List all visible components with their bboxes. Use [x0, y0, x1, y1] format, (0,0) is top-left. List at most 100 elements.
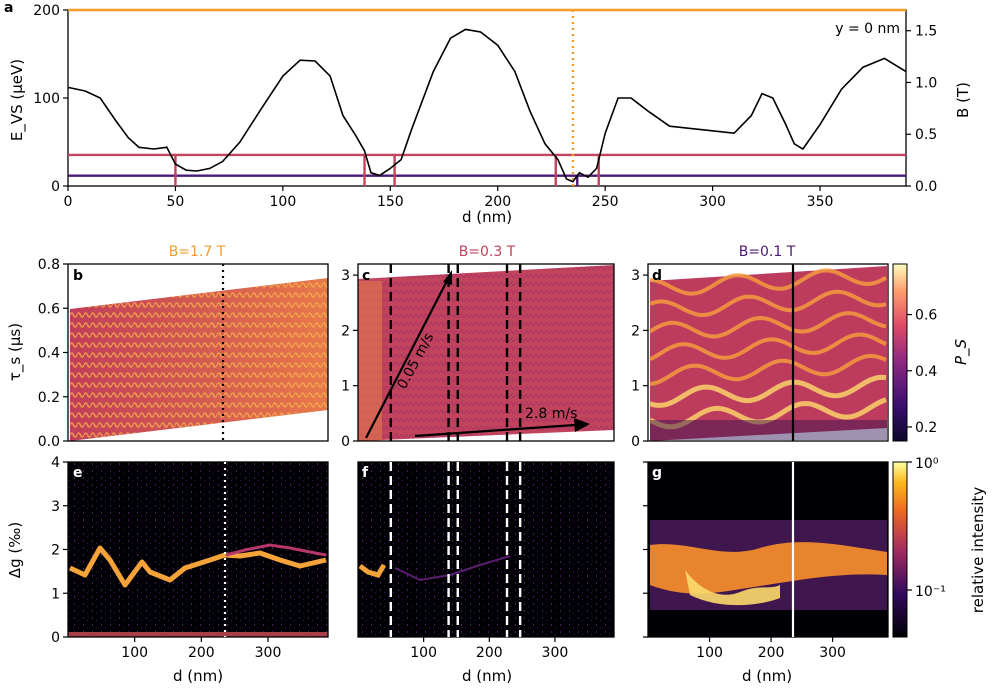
y-tick-label: 0 — [631, 434, 640, 450]
panel-c-arrow-slow — [365, 274, 451, 439]
y-tick-label: 0 — [51, 179, 60, 195]
panel-f-markers — [389, 462, 522, 637]
colorbar-tick-label: 10⁰ — [915, 456, 939, 472]
colorbar-ri-bar — [892, 461, 908, 638]
panel-b-y-ticks: 0.0 0.2 0.4 0.6 0.8 — [38, 257, 68, 450]
panel-e-xlabel: d (nm) — [173, 667, 223, 685]
panel-c-left-stripes — [358, 281, 382, 441]
panel-e-y-ticks: 0 1 2 3 4 — [51, 455, 68, 646]
colorbar-tick-label: 0.6 — [915, 308, 937, 324]
panel-d-title: B=0.1 T — [739, 244, 796, 260]
panel-label-b: b — [73, 268, 83, 284]
oscillation-band — [649, 332, 887, 362]
panel-label-f: f — [362, 465, 369, 481]
dark-band — [650, 420, 887, 440]
panel-e-ylabel: Δg (‰) — [6, 522, 24, 578]
x-tick-label: 150 — [377, 194, 404, 210]
x-tick-label: 100 — [696, 645, 723, 661]
panel-a-ylabel-right: B (T) — [954, 82, 972, 118]
oscillation-band — [649, 353, 887, 386]
panel-c-frame — [357, 263, 615, 442]
panel-a-ylabel: E_VS (µeV) — [8, 59, 27, 141]
x-tick-label: 200 — [484, 194, 511, 210]
x-tick-label: 200 — [188, 645, 215, 661]
panel-c-arrow-fast-head — [574, 418, 590, 432]
colorbar-tick-label: 10⁻¹ — [915, 584, 946, 600]
y-tick-label: 3 — [51, 499, 60, 515]
x-tick-label: 300 — [699, 194, 726, 210]
panel-e-x-ticks: 100 200 300 — [121, 637, 281, 661]
y-tick-label: 0.4 — [38, 346, 60, 362]
panel-c-y-ticks: 0 1 2 3 — [341, 268, 358, 450]
right-tick-label: 1.0 — [915, 75, 937, 91]
y-tick-label: 4 — [51, 455, 60, 471]
panel-b-ylabel: τ_s (µs) — [6, 323, 25, 381]
panel-f: f 100 200 300 d (nm) — [357, 461, 615, 685]
oscillation-band — [649, 374, 887, 408]
panel-c-arrow-fast — [414, 423, 576, 438]
panel-e-baseline — [68, 632, 328, 637]
colorbar-ps-label: P_S — [952, 338, 971, 365]
oscillation-band — [648, 397, 887, 430]
panel-a-y-ticks: 0 100 200 — [33, 3, 68, 195]
panel-label-e: e — [73, 465, 83, 481]
x-tick-label: 300 — [542, 645, 569, 661]
panel-c-markers — [389, 264, 522, 441]
panel-d-heatmap — [650, 266, 887, 441]
y-tick-label: 3 — [631, 268, 640, 284]
oscillation-band — [648, 311, 887, 339]
panel-b: B=1.7 T b 0.0 0.2 0.4 0.6 0.8 τ_s (µs) — [6, 244, 329, 450]
x-tick-label: 300 — [255, 645, 282, 661]
panel-e: e 0 1 2 3 4 100 200 300 d (nm) Δg (‰) — [6, 455, 329, 685]
panel-a-x-ticks: 0 50 100 150 200 250 300 350 — [64, 186, 834, 210]
panel-d-y-ticks: 0 1 2 3 — [631, 268, 648, 450]
panel-a-right-ticks: 0.0 0.5 1.0 1.5 — [906, 24, 937, 195]
x-tick-label: 350 — [807, 194, 834, 210]
panel-g: g 100 200 300 d (nm) — [643, 461, 889, 685]
y-tick-label: 2 — [341, 323, 350, 339]
panel-d-bands — [648, 268, 887, 440]
x-tick-label: 100 — [121, 645, 148, 661]
panel-c-texture — [358, 265, 614, 441]
colorbar-ri-label: relative intensity — [969, 487, 987, 614]
y-tick-label: 1 — [341, 379, 350, 395]
panel-a-xlabel: d (nm) — [462, 208, 512, 226]
panel-a-energy-curve — [67, 28, 907, 183]
panel-label-g: g — [652, 465, 662, 481]
colorbar-ps-bar — [892, 263, 908, 442]
panel-g-band — [650, 542, 887, 594]
y-tick-label: 0.6 — [38, 301, 60, 317]
y-tick-label: 0.0 — [38, 434, 60, 450]
y-tick-label: 2 — [631, 323, 640, 339]
panel-b-fringes — [70, 278, 328, 441]
colorbar-ps-ticks: 0.2 0.4 0.6 — [907, 308, 937, 436]
colorbar-ri-ticks: 10⁰ 10⁻¹ — [907, 456, 946, 600]
x-tick-label: 300 — [819, 645, 846, 661]
panel-c-arrow-fast-label: 2.8 m/s — [525, 406, 577, 422]
right-tick-label: 0.0 — [915, 179, 937, 195]
panel-g-x-ticks: 100 200 300 — [696, 637, 846, 661]
y-tick-label: 1 — [631, 379, 640, 395]
y-tick-label: 0.8 — [38, 257, 60, 273]
colorbar-ps: 0.2 0.4 0.6 P_S — [892, 263, 971, 442]
panel-label-d: d — [652, 268, 662, 284]
x-tick-label: 100 — [270, 194, 297, 210]
panel-f-x-ticks: 100 200 300 — [410, 637, 568, 661]
oscillation-band — [649, 268, 887, 296]
colorbar-tick-label: 0.2 — [915, 420, 937, 436]
y-tick-label: 0 — [341, 434, 350, 450]
panel-g-xlabel: d (nm) — [742, 667, 792, 685]
colorbar-tick-label: 0.4 — [915, 364, 937, 380]
panel-e-trace-upper — [225, 543, 327, 557]
right-tick-label: 1.5 — [915, 24, 937, 40]
colorbar-ri: 10⁰ 10⁻¹ relative intensity — [892, 456, 987, 638]
panel-f-trace-faint — [394, 555, 511, 582]
panel-c-arrow-slow-head — [443, 270, 452, 285]
panel-a-annotation: y = 0 nm — [835, 21, 900, 37]
panel-d: B=0.1 T d 0 1 2 3 — [631, 244, 889, 450]
panel-label-a: a — [4, 0, 13, 16]
y-tick-label: 0.2 — [38, 390, 60, 406]
panel-g-core — [685, 570, 780, 606]
y-tick-label: 2 — [51, 543, 60, 559]
